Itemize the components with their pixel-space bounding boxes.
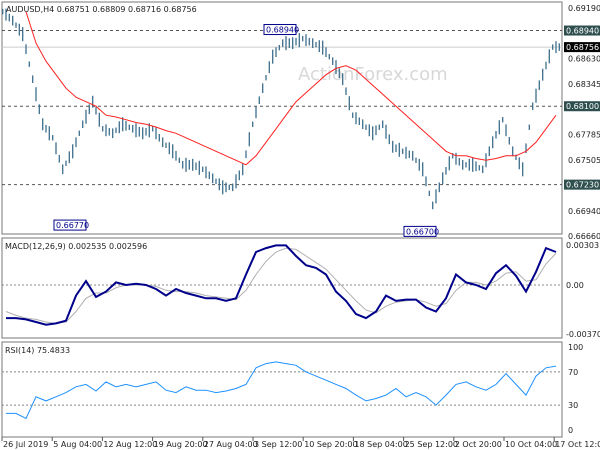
x-tick-label-5: 3 Sep 12:00: [254, 440, 302, 449]
moving-average-line: [25, 11, 557, 166]
price-tick-4: 0.67505: [568, 156, 600, 165]
last-price-label: 0.68756: [566, 43, 599, 52]
macd-title: MACD(12,26,9) 0.002535 0.002596: [5, 242, 147, 251]
price-tick-5: 0.66940: [568, 207, 600, 216]
x-tick-label-10: 10 Oct 04:00: [505, 440, 557, 449]
panel-frame-2: [1, 341, 563, 438]
annotation-box-2: [403, 225, 437, 237]
rsi-tick-1: 70: [568, 368, 578, 377]
level-label-1: 0.68100: [566, 102, 599, 111]
annotation-label-2: 0.66700: [406, 227, 439, 236]
panel-frame-0: [1, 1, 563, 235]
x-tick-label-11: 17 Oct 12:00: [555, 440, 600, 449]
price-tick-6: 0.66660: [568, 232, 600, 241]
last-price-box: [564, 42, 600, 53]
level-label-2: 0.67230: [566, 181, 599, 190]
level-label-box-1: [564, 101, 600, 112]
macd-tick-2: -0.003706: [566, 330, 600, 339]
x-tick-label-9: 2 Oct 20:00: [455, 440, 502, 449]
panel-frame-1: [1, 237, 563, 339]
annotation-label-0: 0.68940: [266, 26, 299, 35]
macd-line: [6, 244, 557, 326]
rsi-tick-0: 100: [568, 343, 583, 352]
x-tick-label-8: 25 Sep 12:00: [405, 440, 458, 449]
x-tick-label-3: 19 Aug 20:00: [154, 440, 208, 449]
level-label-box-2: [564, 179, 600, 190]
x-tick-label-1: 5 Aug 04:00: [53, 440, 102, 449]
macd-signal-line: [5, 247, 557, 324]
rsi-title: RSI(14) 75.4833: [5, 346, 70, 355]
x-tick-label-0: 26 Jul 2019: [3, 440, 48, 449]
x-tick-label-2: 12 Aug 12:00: [103, 440, 157, 449]
chart-title: AUDUSD,H4 0.68751 0.68809 0.68716 0.6875…: [6, 5, 197, 14]
x-tick-label-7: 18 Sep 04:00: [354, 440, 407, 449]
annotation-box-1: [53, 219, 87, 231]
price-tick-0: 0.69190: [568, 4, 600, 13]
watermark: ActionForex.com: [298, 64, 448, 85]
level-label-0: 0.68940: [566, 27, 599, 36]
rsi-tick-3: 0: [568, 426, 573, 435]
macd-tick-0: 0.003031: [566, 241, 600, 250]
price-tick-1: 0.68630: [568, 54, 600, 63]
rsi-tick-2: 30: [568, 401, 578, 410]
annotation-label-1: 0.66770: [56, 221, 89, 230]
level-label-box-0: [564, 25, 600, 36]
price-tick-3: 0.67785: [568, 131, 600, 140]
x-tick-label-4: 27 Aug 04:00: [204, 440, 258, 449]
x-tick-label-6: 10 Sep 20:00: [304, 440, 357, 449]
price-tick-2: 0.68345: [568, 80, 600, 89]
rsi-line: [6, 361, 557, 420]
annotation-box-0: [263, 24, 297, 36]
macd-tick-1: 0.00: [566, 281, 584, 290]
